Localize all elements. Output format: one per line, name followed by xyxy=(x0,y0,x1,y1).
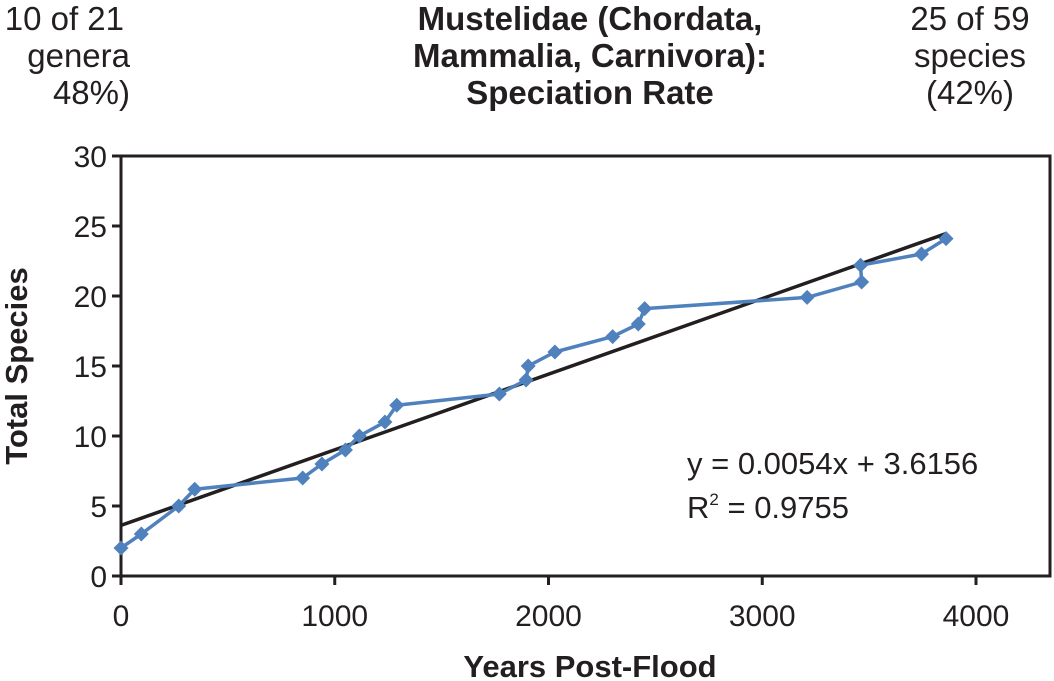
data-point-marker xyxy=(314,456,330,472)
x-tick-label: 1000 xyxy=(301,600,368,633)
x-tick-label: 0 xyxy=(113,600,130,633)
species-note-line: (42%) xyxy=(925,74,1015,111)
trend-equation: y = 0.0054x + 3.6156 xyxy=(687,446,978,481)
r-squared-exponent: 2 xyxy=(709,490,718,509)
data-point-marker xyxy=(377,414,393,430)
data-point-marker xyxy=(113,540,129,556)
chart-title: Mustelidae (Chordata, Mammalia, Carnivor… xyxy=(330,0,850,111)
data-point-marker xyxy=(853,257,869,273)
data-point-marker xyxy=(295,470,311,486)
r-squared-value: = 0.9755 xyxy=(719,490,849,525)
data-point-marker xyxy=(913,246,929,262)
trendline-group xyxy=(120,231,947,528)
species-note: 25 of 59 species (42%) xyxy=(900,0,1040,111)
data-point-marker xyxy=(351,428,367,444)
series-group xyxy=(113,231,954,556)
r-squared-r: R xyxy=(687,490,709,525)
data-point-marker xyxy=(491,386,507,402)
y-tick-label: 10 xyxy=(74,421,107,454)
genera-note-line: genera xyxy=(27,37,130,74)
x-tick-label: 3000 xyxy=(729,600,796,633)
series-line xyxy=(120,237,948,550)
y-axis-title: Total Species xyxy=(0,267,34,465)
r-squared-label: R2 = 0.9755 xyxy=(687,490,849,525)
data-point-marker xyxy=(630,316,646,332)
data-point-marker xyxy=(520,358,536,374)
chart-title-line: Mustelidae (Chordata, xyxy=(417,0,763,37)
data-point-marker xyxy=(337,442,353,458)
y-tick-label: 15 xyxy=(74,351,107,384)
x-axis-title: Years Post-Flood xyxy=(463,649,716,681)
data-point-marker xyxy=(389,397,405,413)
data-point-marker xyxy=(637,301,653,317)
y-tick-label: 30 xyxy=(74,141,107,174)
trendline xyxy=(120,231,947,528)
data-point-marker xyxy=(518,372,534,388)
x-tick-label: 4000 xyxy=(943,600,1010,633)
data-point-marker xyxy=(605,329,621,345)
y-tick-label: 20 xyxy=(74,281,107,314)
data-point-marker xyxy=(547,344,563,360)
data-point-marker xyxy=(854,274,870,290)
plot-frame xyxy=(119,154,1052,578)
chart-title-line: Mammalia, Carnivora): xyxy=(413,37,767,74)
data-point-marker xyxy=(133,526,149,542)
genera-note-line: 48%) xyxy=(52,74,130,111)
x-tick-label: 2000 xyxy=(515,600,582,633)
data-point-marker xyxy=(187,481,203,497)
species-note-line: species xyxy=(914,37,1026,74)
genera-note: 10 of 21 genera 48%) xyxy=(0,0,130,111)
data-point-marker xyxy=(799,289,815,305)
genera-note-line: 10 of 21 xyxy=(4,0,124,37)
y-tick-label: 5 xyxy=(90,491,107,524)
chart-title-line: Speciation Rate xyxy=(466,74,714,111)
species-note-line: 25 of 59 xyxy=(910,0,1030,37)
data-point-marker xyxy=(171,498,187,514)
axis-ticks: 0 5 10 15 20 25 30 0 1000 2000 3000 4000 xyxy=(74,141,1010,633)
y-tick-label: 25 xyxy=(74,211,107,244)
data-point-marker xyxy=(938,231,954,247)
y-tick-label: 0 xyxy=(90,561,107,594)
